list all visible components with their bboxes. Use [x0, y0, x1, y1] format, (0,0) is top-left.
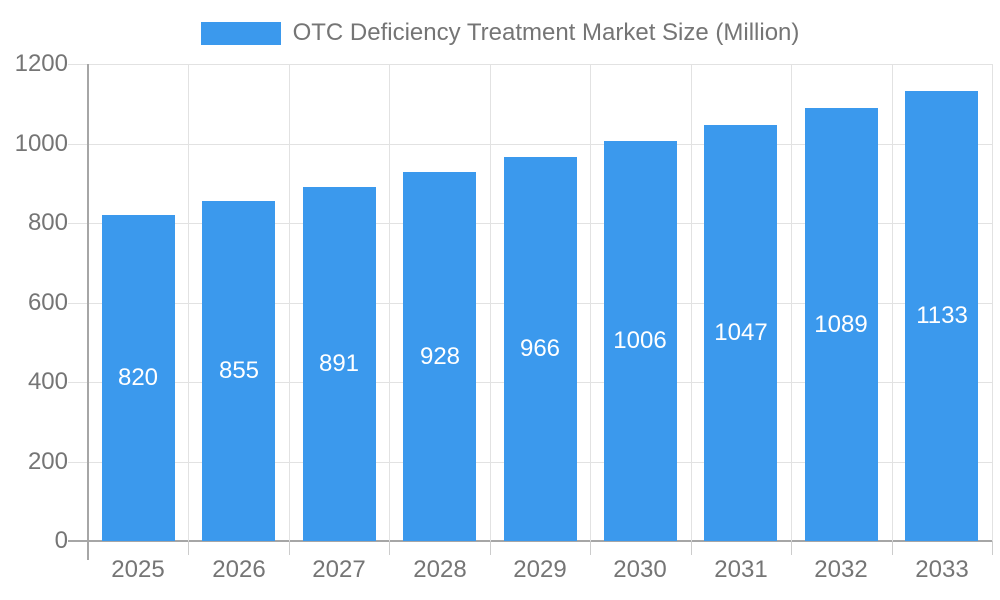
x-axis-tick	[691, 541, 692, 555]
bar-2025[interactable]	[102, 215, 175, 541]
bar-value-label: 928	[419, 343, 461, 370]
x-axis-tick	[992, 541, 993, 555]
bar-value-label: 1047	[714, 319, 768, 346]
bar-2028[interactable]	[403, 172, 476, 541]
bar-value-label: 820	[117, 364, 159, 391]
gridline	[590, 64, 591, 541]
gridline	[490, 64, 491, 541]
bar-value-label: 966	[519, 335, 561, 362]
x-axis-tick-label: 2033	[915, 556, 969, 583]
y-axis-tick-label: 200	[27, 448, 68, 475]
y-axis-tick-label: 0	[54, 527, 68, 554]
x-axis-tick	[892, 541, 893, 555]
legend-label: OTC Deficiency Treatment Market Size (Mi…	[292, 19, 800, 46]
x-axis-tick-label: 2027	[312, 556, 366, 583]
bar-value-label: 891	[318, 350, 360, 377]
bar-2027[interactable]	[303, 187, 376, 541]
bar-value-label: 1133	[916, 302, 968, 329]
bar-2031[interactable]	[704, 125, 777, 541]
x-axis-tick-label: 2032	[814, 556, 868, 583]
x-axis-tick	[188, 541, 189, 555]
gridline	[68, 144, 992, 145]
gridline	[188, 64, 189, 541]
x-axis-tick-label: 2026	[212, 556, 266, 583]
y-axis-tick-label: 1000	[14, 130, 68, 157]
x-axis-tick	[590, 541, 591, 555]
x-axis-tick	[289, 541, 290, 555]
gridline	[691, 64, 692, 541]
x-axis-tick-label: 2029	[513, 556, 567, 583]
bar-value-label: 1089	[814, 311, 868, 338]
gridline	[68, 64, 992, 65]
x-axis-tick	[490, 541, 491, 555]
bar-2030[interactable]	[604, 141, 677, 541]
x-axis-tick	[389, 541, 390, 555]
legend[interactable]: OTC Deficiency Treatment Market Size (Mi…	[0, 19, 1000, 47]
bar-2026[interactable]	[202, 201, 275, 541]
gridline	[892, 64, 893, 541]
x-axis-tick-label: 2030	[613, 556, 667, 583]
x-axis-line	[68, 540, 992, 542]
bar-value-label: 855	[218, 357, 260, 384]
y-axis-tick-label: 1200	[14, 50, 68, 77]
gridline	[289, 64, 290, 541]
y-axis-tick-label: 400	[27, 368, 68, 395]
gridline	[992, 64, 993, 541]
bar-2033[interactable]	[905, 91, 978, 541]
bar-value-label: 1006	[613, 327, 667, 354]
y-axis-tick-label: 800	[27, 209, 68, 236]
bar-2032[interactable]	[805, 108, 878, 541]
bar-2029[interactable]	[504, 157, 577, 541]
x-axis-tick-label: 2025	[111, 556, 165, 583]
x-axis-tick	[791, 541, 792, 555]
gridline	[389, 64, 390, 541]
y-axis-tick-label: 600	[27, 289, 68, 316]
x-axis-tick-label: 2031	[714, 556, 768, 583]
gridline	[791, 64, 792, 541]
x-axis-tick-label: 2028	[413, 556, 467, 583]
legend-swatch-icon	[200, 21, 281, 45]
y-axis-line	[87, 64, 89, 560]
